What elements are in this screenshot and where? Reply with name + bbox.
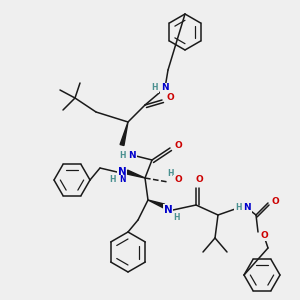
Text: O: O: [271, 196, 279, 206]
Text: N: N: [128, 151, 136, 160]
Text: H: H: [119, 151, 125, 160]
Text: H: H: [109, 176, 115, 184]
Polygon shape: [120, 122, 128, 146]
Text: N: N: [161, 83, 169, 92]
Text: H: H: [235, 203, 241, 212]
Text: N: N: [118, 167, 126, 177]
Text: N: N: [164, 205, 172, 215]
Text: H: H: [152, 83, 158, 92]
Polygon shape: [126, 170, 145, 178]
Polygon shape: [148, 200, 165, 208]
Text: O: O: [260, 232, 268, 241]
Text: O: O: [174, 142, 182, 151]
Text: N: N: [119, 176, 125, 184]
Text: O: O: [174, 176, 182, 184]
Text: O: O: [166, 94, 174, 103]
Text: N: N: [243, 203, 251, 212]
Text: H: H: [167, 169, 173, 178]
Text: O: O: [195, 176, 203, 184]
Text: H: H: [173, 214, 179, 223]
